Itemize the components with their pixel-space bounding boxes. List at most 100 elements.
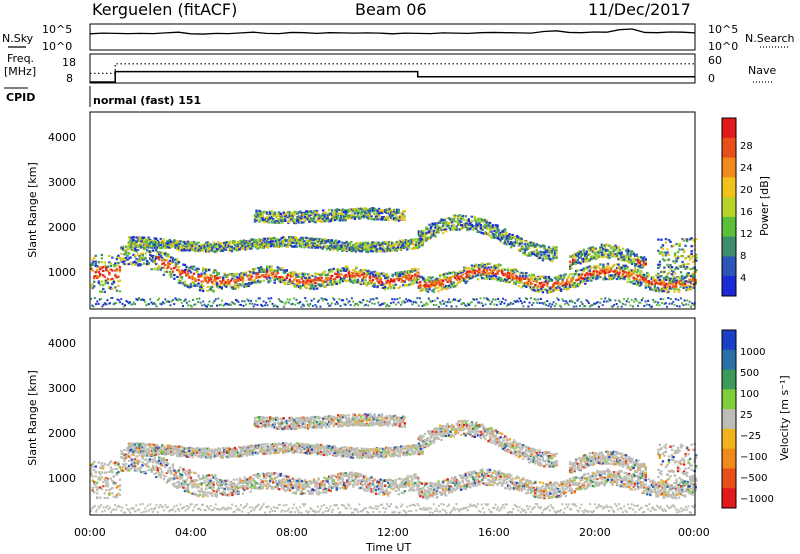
echo-cell: [129, 245, 132, 248]
echo-cell: [522, 246, 525, 249]
echo-cell: [277, 243, 280, 246]
echo-cell: [288, 243, 291, 246]
echo-cell: [347, 274, 351, 277]
echo-cell: [188, 249, 191, 252]
echo-cell: [264, 270, 267, 273]
echo-cell: [278, 211, 281, 214]
echo-cell: [376, 209, 379, 213]
echo-cell: [237, 279, 240, 282]
echo-cell: [276, 238, 279, 241]
echo-cell: [525, 240, 528, 243]
echo-cell: [309, 210, 313, 213]
echo-cell: [449, 286, 452, 289]
echo-cell: [389, 287, 393, 290]
echo-cell: [509, 246, 513, 249]
echo-cell: [564, 285, 567, 288]
echo-cell: [408, 271, 411, 274]
echo-cell: [410, 247, 414, 250]
echo-cell: [406, 270, 410, 273]
echo-cell: [234, 281, 237, 284]
echo-cell: [240, 278, 243, 282]
echo-cell: [330, 240, 333, 243]
echo-cell: [347, 248, 350, 251]
echo-cell: [281, 221, 284, 225]
echo-cell: [368, 246, 371, 250]
echo-cell: [224, 242, 228, 245]
echo-cell: [176, 240, 179, 243]
echo-cell: [94, 271, 97, 274]
echo-cell: [312, 210, 316, 213]
echo-cell: [136, 259, 140, 263]
echo-cell: [192, 277, 196, 280]
echo-cell: [221, 244, 224, 247]
echo-cell: [136, 237, 140, 240]
echo-cell: [404, 245, 407, 248]
echo-cell: [559, 288, 563, 291]
echo-cell: [176, 262, 179, 265]
echo-cell: [262, 220, 266, 224]
echo-cell: [216, 285, 219, 288]
echo-cell: [303, 211, 307, 214]
echo-cell: [238, 274, 242, 277]
echo-cell: [93, 256, 96, 259]
echo-cell: [111, 282, 114, 285]
echo-cell: [100, 266, 103, 270]
echo-cell: [115, 276, 119, 279]
echo-cell: [159, 267, 162, 271]
echo-cell: [329, 268, 332, 271]
echo-cell: [378, 248, 382, 251]
echo-cell: [429, 285, 433, 288]
echo-cell: [310, 238, 314, 241]
echo-cell: [272, 272, 275, 275]
echo-cell: [174, 265, 178, 268]
echo-cell: [653, 285, 657, 288]
echo-cell: [353, 245, 356, 248]
echo-cell: [194, 244, 197, 247]
echo-cell: [293, 283, 296, 286]
nave-line: [90, 63, 695, 74]
echo-cell: [273, 278, 276, 282]
echo-cell: [404, 243, 407, 246]
echo-cell: [99, 268, 102, 271]
echo-cell: [564, 273, 567, 276]
echo-cell: [96, 275, 99, 278]
echo-cell: [105, 266, 108, 269]
echo-cell: [191, 242, 194, 245]
echo-cell: [297, 215, 301, 218]
echo-cell: [365, 274, 369, 277]
echo-cell: [362, 243, 365, 247]
echo-cell: [129, 244, 132, 247]
echo-cell: [379, 283, 382, 287]
echo-cell: [198, 286, 202, 290]
echo-cell: [312, 287, 316, 291]
echo-cell: [301, 236, 305, 239]
echo-cell: [570, 272, 573, 276]
echo-cell: [238, 279, 242, 282]
echo-cell: [370, 271, 373, 274]
echo-cell: [344, 279, 348, 282]
echo-cell: [240, 277, 243, 280]
echo-cell: [109, 268, 113, 271]
echo-cell: [304, 236, 308, 239]
echo-cell: [247, 278, 251, 281]
echo-cell: [328, 244, 332, 248]
echo-cell: [290, 216, 293, 219]
echo-cell: [206, 285, 209, 289]
echo-cell: [100, 261, 103, 264]
echo-cell: [356, 279, 360, 283]
echo-cell: [309, 278, 313, 281]
echo-cell: [153, 244, 156, 247]
echo-cell: [174, 241, 178, 244]
echo-cell: [212, 244, 215, 247]
echo-cell: [255, 209, 258, 212]
echo-cell: [222, 277, 225, 280]
echo-cell: [132, 245, 135, 249]
echo-cell: [170, 273, 173, 276]
echo-cell: [200, 272, 203, 275]
echo-cell: [147, 243, 150, 246]
echo-cell: [624, 256, 628, 259]
echo-cell: [364, 282, 367, 285]
echo-cell: [338, 268, 341, 272]
echo-cell: [241, 272, 245, 275]
echo-cell: [682, 286, 685, 290]
